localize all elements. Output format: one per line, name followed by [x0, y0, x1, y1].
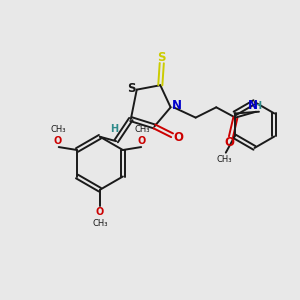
Text: CH₃: CH₃: [50, 125, 66, 134]
Text: O: O: [96, 207, 104, 217]
Text: O: O: [224, 136, 235, 149]
Text: H: H: [254, 101, 262, 111]
Text: N: N: [172, 99, 182, 112]
Text: S: S: [158, 51, 166, 64]
Text: O: O: [138, 136, 146, 146]
Text: O: O: [174, 131, 184, 144]
Text: S: S: [127, 82, 136, 95]
Text: O: O: [54, 136, 62, 146]
Text: CH₃: CH₃: [217, 154, 232, 164]
Text: N: N: [248, 99, 257, 112]
Text: H: H: [110, 124, 118, 134]
Text: CH₃: CH₃: [134, 125, 150, 134]
Text: CH₃: CH₃: [92, 218, 108, 227]
